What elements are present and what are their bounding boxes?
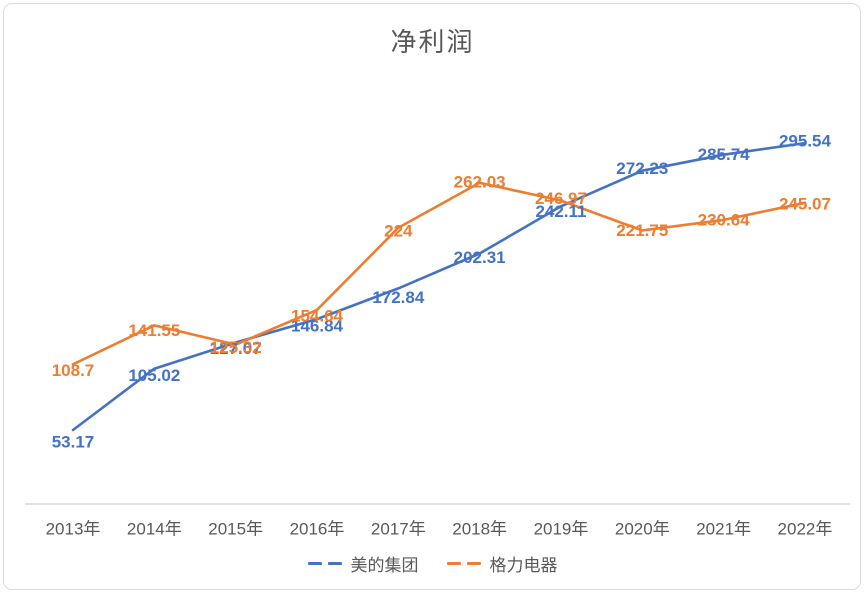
data-label-series-1: 262.03 <box>454 172 506 191</box>
data-label-series-0: 172.84 <box>372 288 425 307</box>
data-label-series-0: 285.74 <box>698 145 751 164</box>
x-axis-label: 2016年 <box>290 520 345 539</box>
x-axis-label: 2019年 <box>534 520 589 539</box>
legend-line-sample-icon <box>446 562 481 565</box>
data-label-series-1: 245.07 <box>779 194 831 213</box>
data-label-series-1: 230.64 <box>698 210 751 229</box>
legend-dash-icon <box>307 562 322 565</box>
legend-dash-icon <box>446 562 461 565</box>
data-label-series-1: 125.32 <box>210 338 262 357</box>
legend-dash-icon <box>327 562 342 565</box>
data-label-series-1: 246.97 <box>535 189 587 208</box>
legend-item-0: 美的集团 <box>307 551 419 576</box>
data-label-series-0: 272.23 <box>616 159 668 178</box>
chart-border <box>3 3 861 590</box>
data-label-series-0: 242.11 <box>535 202 586 221</box>
x-axis-label: 2018年 <box>452 520 507 539</box>
legend-dash-icon <box>466 562 481 565</box>
x-axis-label: 2013年 <box>46 520 101 539</box>
data-label-series-0: 127.07 <box>210 339 262 358</box>
data-label-series-1: 224 <box>384 221 413 240</box>
x-axis-label: 2015年 <box>208 520 263 539</box>
data-label-series-0: 295.54 <box>779 132 832 151</box>
data-label-series-1: 141.55 <box>128 321 180 340</box>
data-label-series-1: 108.7 <box>52 361 95 380</box>
series-line-0 <box>71 141 807 432</box>
x-axis-label: 2014年 <box>127 520 182 539</box>
data-label-series-0: 53.17 <box>52 433 95 452</box>
x-axis-label: 2021年 <box>696 520 751 539</box>
x-axis-label: 2020年 <box>615 520 670 539</box>
x-axis-label: 2017年 <box>371 520 426 539</box>
x-axis-label: 2022年 <box>778 520 833 539</box>
data-label-series-0: 146.84 <box>291 317 344 336</box>
legend: 美的集团 格力电器 <box>0 551 865 576</box>
chart-title: 净利润 <box>390 27 475 57</box>
data-label-series-0: 202.31 <box>454 248 506 267</box>
legend-line-sample-icon <box>307 562 342 565</box>
legend-label: 美的集团 <box>350 556 419 575</box>
data-label-series-1: 154.64 <box>291 306 344 325</box>
data-label-series-0: 105.02 <box>128 366 180 385</box>
series-line-1 <box>71 181 807 366</box>
legend-item-1: 格力电器 <box>446 551 558 576</box>
legend-label: 格力电器 <box>489 556 558 575</box>
data-label-series-1: 221.75 <box>616 221 668 240</box>
